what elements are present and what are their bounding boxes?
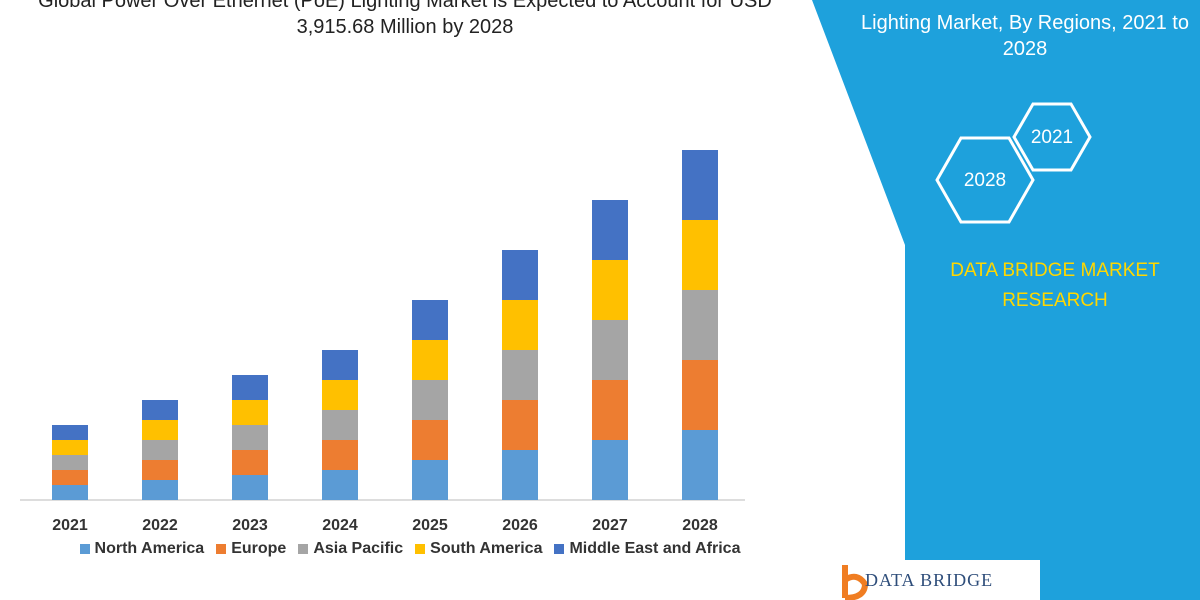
legend-swatch [79,544,90,554]
bar-segment [682,220,718,290]
panel-subtitle: Lighting Market, By Regions, 2021 to 202… [861,12,1189,60]
chart-title: Global Power Over Ethernet (PoE) Lightin… [38,0,772,38]
bar-segment [412,380,448,420]
brand: DATA BRIDGE MARKET RESEARCH [950,260,1160,311]
legend-swatch [415,544,426,554]
bar-segment [412,300,448,340]
legend-item: Middle East and Africa [554,540,740,558]
legend-label: North America [94,540,205,557]
hexagon-label: 2021 [1031,127,1073,148]
legend-label: Middle East and Africa [569,540,741,557]
bar-segment [682,430,718,500]
bar-segment [412,340,448,380]
bar-segment [52,455,88,470]
x-tick-label: 2026 [502,517,538,534]
legend-item: South America [415,540,542,558]
legend-swatch [554,544,565,554]
bar-segment [592,320,628,380]
bar-segment [52,425,88,440]
bar-segment [142,420,178,440]
bar-segment [682,360,718,430]
bar-segment [232,375,268,400]
x-tick-label: 2027 [592,517,628,534]
hexagon [1012,102,1092,172]
bar-segment [682,150,718,220]
logo-icon [842,565,869,600]
bar-segment [322,470,358,500]
legend-label: Europe [231,540,287,557]
bar-segment [592,260,628,320]
legend-item: North America [79,540,205,558]
legend-label: South America [430,540,543,557]
legend-swatch [298,544,309,554]
x-tick-label: 2022 [142,517,178,534]
hexagon [935,136,1035,224]
bar-segment [322,380,358,410]
bar-segment [52,440,88,455]
bar-segment [502,400,538,450]
bar-segment [322,410,358,440]
bar-segment [142,400,178,420]
bar-segment [592,380,628,440]
bar-segment [592,200,628,260]
bar-segment [232,425,268,450]
legend-item: Europe [216,540,286,558]
bar-segment [142,440,178,460]
bar-segment [412,420,448,460]
bar-segment [232,400,268,425]
bar-segment [502,250,538,300]
bar-segment [502,350,538,400]
hexagon-label: 2028 [964,170,1006,191]
bar-segment [232,450,268,475]
bar-segment [142,480,178,500]
bar-segment [682,290,718,360]
bar-segment [232,475,268,500]
bar-segment [52,485,88,500]
bar-segment [502,450,538,500]
x-tick-label: 2021 [52,517,88,534]
x-tick-label: 2025 [412,517,448,534]
legend-label: Asia Pacific [313,540,404,557]
bar-segment [592,440,628,500]
bar-segment [322,350,358,380]
x-tick-label: 2023 [232,517,268,534]
legend-item: Asia Pacific [298,540,403,558]
x-tick-label: 2024 [322,517,358,534]
bar-segment [52,470,88,485]
footer-logo: DATA BRIDGE [865,570,994,590]
bar-segment [502,300,538,350]
bar-segment [142,460,178,480]
x-tick-label: 2028 [682,517,718,534]
side-panel-bg [812,0,1200,600]
legend: North America Europe Asia Pacific South Ame… [0,540,820,558]
bar-segment [322,440,358,470]
bar-segment [412,460,448,500]
legend-swatch [216,544,227,554]
